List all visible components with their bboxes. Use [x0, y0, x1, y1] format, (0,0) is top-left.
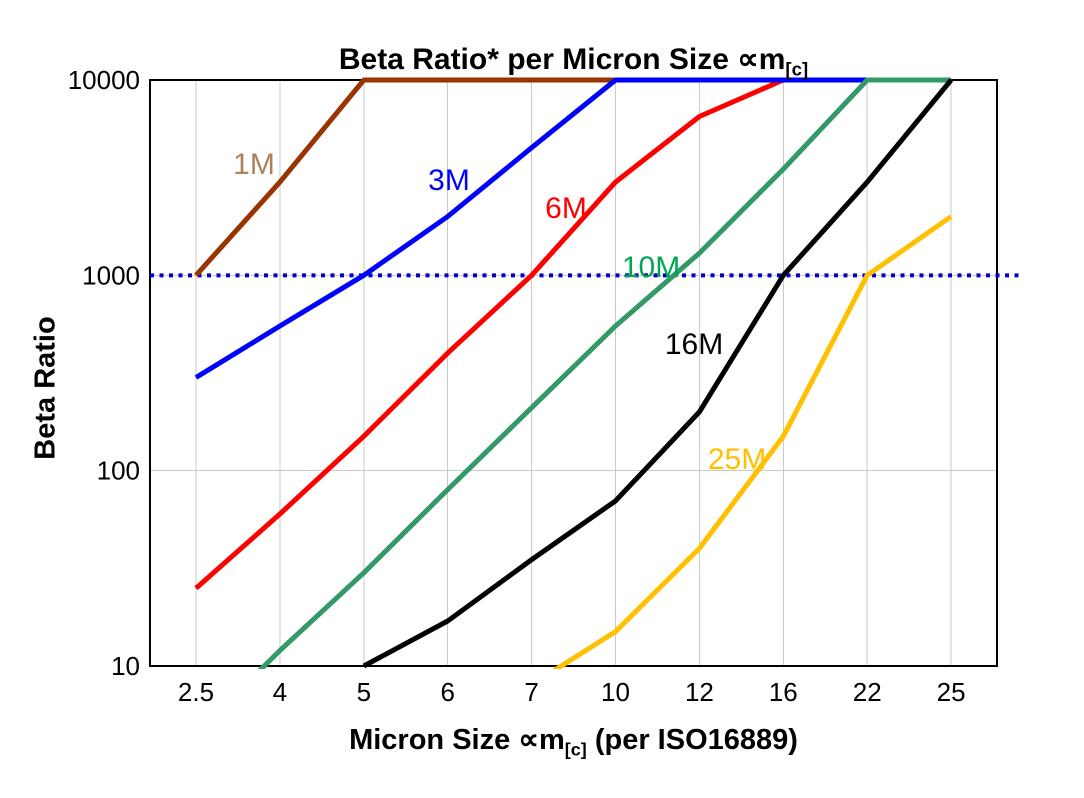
- series-label-10M: 10M: [621, 251, 681, 284]
- y-tick-label: 10: [111, 651, 140, 681]
- x-tick-label: 5: [357, 677, 371, 707]
- x-tick-label: 22: [853, 677, 882, 707]
- series-line-1M: [194, 77, 616, 277]
- series-line-6M: [194, 77, 785, 591]
- series-label-25M: 25M: [707, 443, 767, 476]
- y-tick-label: 10000: [68, 65, 140, 95]
- x-tick-label: 12: [685, 677, 714, 707]
- x-tick-label: 4: [273, 677, 287, 707]
- chart-title: Beta Ratio* per Micron Size ∝m[c]: [150, 42, 997, 81]
- series-line-3M: [194, 77, 868, 380]
- x-axis-title-text: Micron Size: [349, 724, 519, 756]
- chart-title-text: Beta Ratio* per Micron Size: [338, 43, 738, 76]
- series-line-25M: [551, 214, 953, 669]
- proportional-symbol: ∝m: [518, 724, 565, 756]
- x-tick-label: 25: [937, 677, 966, 707]
- y-axis-title: Beta Ratio: [29, 316, 62, 460]
- series-label-16M: 16M: [664, 328, 724, 361]
- y-tick-label: 1000: [82, 260, 140, 290]
- x-axis-title-suffix: (per ISO16889): [586, 724, 798, 756]
- x-axis-title-subscript: [c]: [564, 739, 587, 760]
- series-label-1M: 1M: [233, 148, 275, 181]
- series-line-16M: [362, 78, 954, 669]
- plot-frame: [149, 79, 998, 667]
- chart-title-subscript: [c]: [785, 58, 809, 80]
- x-tick-label: 7: [524, 677, 538, 707]
- x-axis-title: Micron Size ∝m[c] (per ISO16889): [150, 722, 997, 760]
- x-tick-label: 10: [601, 677, 630, 707]
- y-tick-label: 100: [97, 456, 140, 486]
- x-tick-label: 16: [769, 677, 798, 707]
- proportional-symbol: ∝m: [737, 43, 786, 76]
- series-label-3M: 3M: [428, 164, 470, 197]
- series-line-10M: [257, 77, 952, 669]
- series-label-6M: 6M: [545, 192, 587, 225]
- x-tick-label: 6: [440, 677, 454, 707]
- x-tick-label: 2.5: [178, 677, 214, 707]
